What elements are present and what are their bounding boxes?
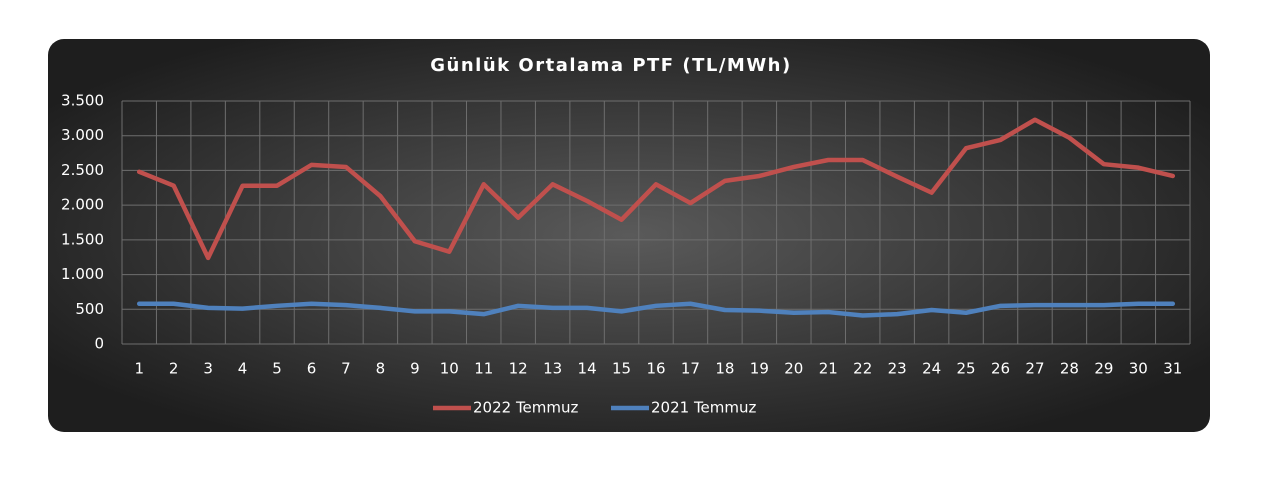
- x-tick-label: 23: [888, 360, 907, 378]
- legend-label: 2022 Temmuz: [473, 399, 579, 417]
- x-tick-label: 14: [578, 360, 597, 378]
- data-line: [136, 301, 1176, 318]
- y-tick-label: 2.500: [61, 161, 104, 179]
- y-tick-label: 0: [94, 335, 104, 353]
- y-tick-label: 1.000: [61, 265, 104, 283]
- x-tick-label: 6: [307, 360, 317, 378]
- x-tick-label: 27: [1025, 360, 1044, 378]
- x-tick-label: 19: [750, 360, 769, 378]
- x-tick-label: 1: [134, 360, 144, 378]
- x-tick-label: 20: [784, 360, 803, 378]
- x-tick-label: 18: [715, 360, 734, 378]
- x-tick-label: 17: [681, 360, 700, 378]
- legend-label: 2021 Temmuz: [651, 399, 757, 417]
- x-tick-label: 25: [957, 360, 976, 378]
- chart-panel: [48, 39, 1210, 432]
- x-tick-label: 11: [474, 360, 493, 378]
- x-tick-label: 9: [410, 360, 420, 378]
- y-tick-label: 500: [75, 300, 104, 318]
- x-tick-label: 30: [1129, 360, 1148, 378]
- x-tick-label: 22: [853, 360, 872, 378]
- x-tick-label: 2: [169, 360, 179, 378]
- x-tick-label: 5: [272, 360, 282, 378]
- x-tick-label: 29: [1094, 360, 1113, 378]
- chart-title: Günlük Ortalama PTF (TL/MWh): [430, 55, 791, 76]
- x-tick-label: 28: [1060, 360, 1079, 378]
- y-tick-label: 3.000: [61, 126, 104, 144]
- x-tick-label: 8: [376, 360, 386, 378]
- y-tick-label: 3.500: [61, 92, 104, 110]
- x-tick-label: 4: [238, 360, 248, 378]
- x-tick-label: 24: [922, 360, 941, 378]
- x-tick-label: 26: [991, 360, 1010, 378]
- x-tick-label: 15: [612, 360, 631, 378]
- x-tick-label: 31: [1163, 360, 1182, 378]
- y-tick-label: 2.000: [61, 196, 104, 214]
- y-tick-label: 1.500: [61, 230, 104, 248]
- data-line: [136, 117, 1176, 261]
- x-tick-label: 13: [543, 360, 562, 378]
- x-tick-label: 16: [646, 360, 665, 378]
- x-tick-label: 12: [509, 360, 528, 378]
- x-tick-label: 3: [203, 360, 213, 378]
- x-tick-label: 7: [341, 360, 351, 378]
- x-tick-label: 10: [440, 360, 459, 378]
- x-tick-label: 21: [819, 360, 838, 378]
